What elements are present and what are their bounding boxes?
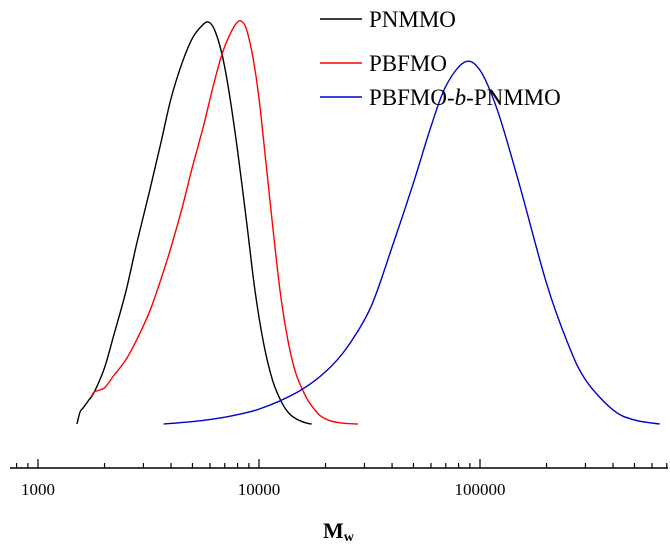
x-axis: 1000 10000 100000 Mw	[10, 459, 668, 545]
legend-label-pnmmo: PNMMO	[369, 7, 456, 32]
x-axis-title: Mw	[323, 518, 355, 545]
x-axis-tick-labels: 1000 10000 100000	[21, 480, 506, 499]
x-tick-label: 1000	[21, 480, 55, 499]
plot-area	[76, 20, 660, 425]
x-tick-label: 10000	[238, 480, 281, 499]
series-line-pbfmo-b-pnmmo	[163, 60, 660, 425]
legend: PNMMO PBFMO PBFMO-b-PNMMO	[320, 7, 561, 110]
legend-entry-pnmmo: PNMMO	[320, 7, 456, 32]
legend-entry-pbfmo: PBFMO	[320, 51, 447, 76]
legend-label-pbfmo: PBFMO	[369, 51, 447, 76]
x-tick-label: 100000	[455, 480, 506, 499]
legend-label-block-copolymer: PBFMO-b-PNMMO	[369, 85, 561, 110]
series-line-pbfmo	[91, 20, 358, 425]
legend-entry-block-copolymer: PBFMO-b-PNMMO	[320, 85, 561, 110]
x-axis-ticks	[15, 459, 668, 468]
series-line-pnmmo	[76, 21, 312, 425]
